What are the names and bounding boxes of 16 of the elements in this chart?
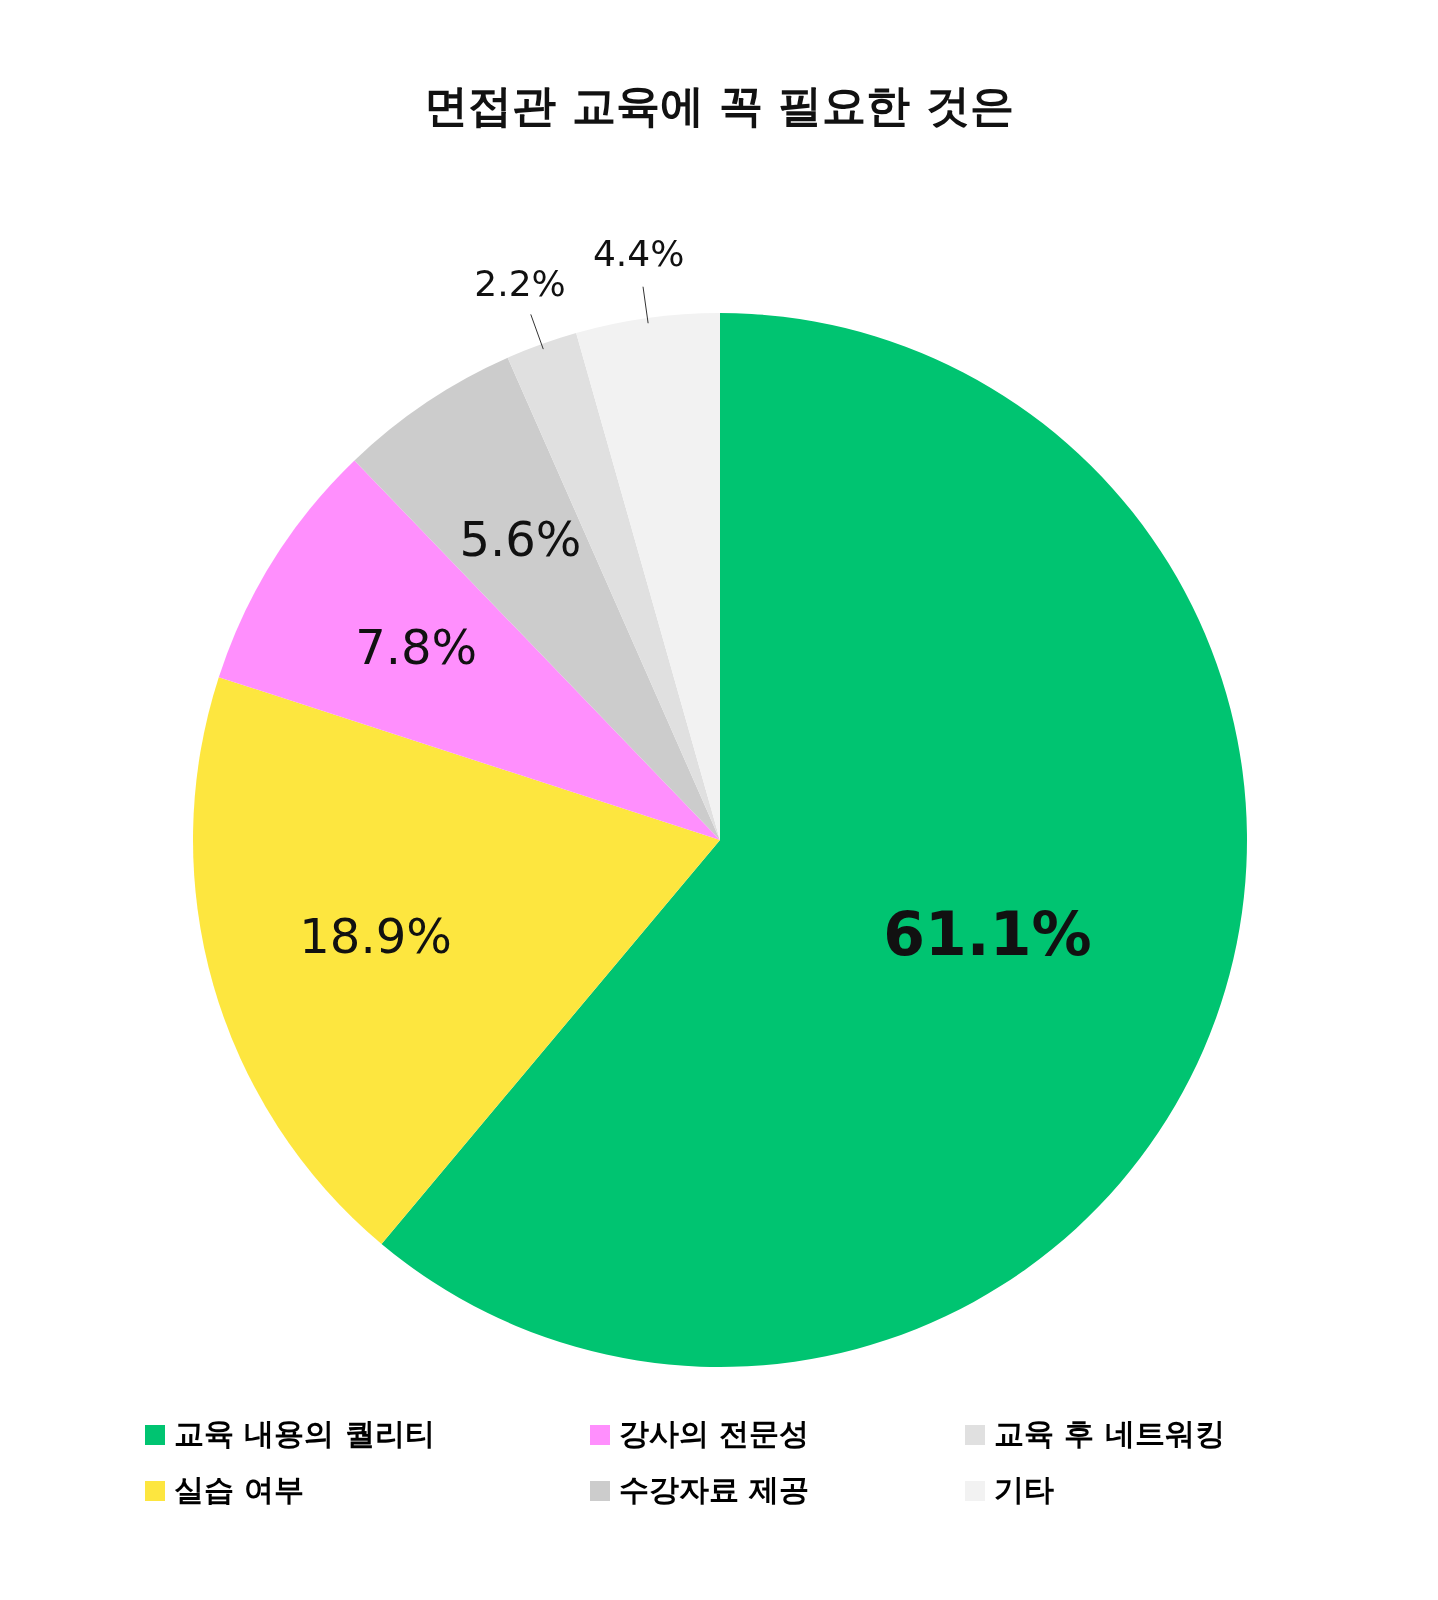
pie-slice bbox=[354, 357, 720, 840]
legend-label: 교육 후 네트워킹 bbox=[994, 1416, 1225, 1451]
legend-label: 수강자료 제공 bbox=[619, 1472, 810, 1507]
pie-slice bbox=[218, 460, 720, 840]
data-label: 61.1% bbox=[883, 899, 1092, 970]
data-label: 5.6% bbox=[459, 511, 582, 568]
data-label: 18.9% bbox=[299, 907, 452, 964]
data-label: 4.4% bbox=[592, 233, 685, 275]
data-label: 7.8% bbox=[355, 618, 478, 675]
legend-label: 교육 내용의 퀄리티 bbox=[174, 1416, 435, 1451]
chart-title: 면접관 교육에 꼭 필요한 것은 bbox=[424, 80, 1014, 131]
legend-label: 기타 bbox=[994, 1472, 1054, 1507]
legend-label: 실습 여부 bbox=[174, 1472, 305, 1507]
data-label: 2.2% bbox=[474, 262, 566, 304]
pie-slice bbox=[193, 677, 720, 1244]
legend-label: 강사의 전문성 bbox=[619, 1416, 810, 1451]
